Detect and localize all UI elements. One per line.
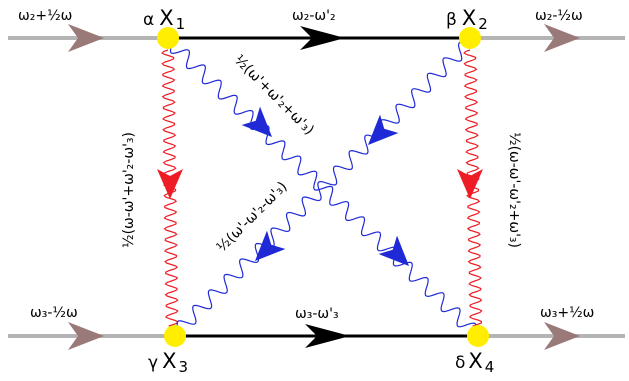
triangle-arrow-icon xyxy=(300,26,345,50)
triangle-arrow-icon xyxy=(68,24,104,52)
label-wave-right: ½(ω-ω'-ω'₂+ω'₃) xyxy=(506,132,522,248)
wavy-line-icon xyxy=(463,49,483,327)
wavy-lines xyxy=(161,41,483,338)
triangle-arrow-icon xyxy=(241,106,273,138)
wave-arrows xyxy=(157,106,483,267)
vertices xyxy=(157,27,489,347)
vertex-dot-icon xyxy=(157,27,179,49)
label-external-bottom-right: ω₃+½ω xyxy=(540,305,594,321)
label-propagator-top: ω₂-ω'₂ xyxy=(292,8,336,24)
triangle-arrow-icon xyxy=(157,169,183,199)
vertex-dot-icon xyxy=(164,325,186,347)
triangle-arrow-icon xyxy=(457,169,483,199)
wavy-line-icon xyxy=(176,41,469,336)
label-external-bottom-left: ω₃-½ω xyxy=(30,305,78,321)
label-external-top-left: ω₂+½ω xyxy=(18,8,72,24)
internal-propagators xyxy=(168,26,478,348)
label-wave-diag-lower: ½(ω'-ω'₂-ω'₃) xyxy=(214,179,291,256)
triangle-arrow-icon xyxy=(254,230,286,262)
label-external-top-right: ω₂-½ω xyxy=(535,8,583,24)
external-legs xyxy=(8,24,625,350)
label-wave-left: ½(ω-ω'+ω'₂-ω'₃) xyxy=(121,132,137,248)
triangle-arrow-icon xyxy=(305,324,350,348)
triangle-arrow-icon xyxy=(378,235,410,267)
wavy-line-icon xyxy=(169,43,477,338)
vertex-dot-icon xyxy=(459,27,481,49)
triangle-arrow-icon xyxy=(68,322,104,350)
triangle-arrow-icon xyxy=(544,24,580,52)
label-propagator-bottom: ω₃-ω'₃ xyxy=(295,306,339,322)
triangle-arrow-icon xyxy=(544,322,580,350)
triangle-arrow-icon xyxy=(367,114,399,146)
vertex-dot-icon xyxy=(467,325,489,347)
